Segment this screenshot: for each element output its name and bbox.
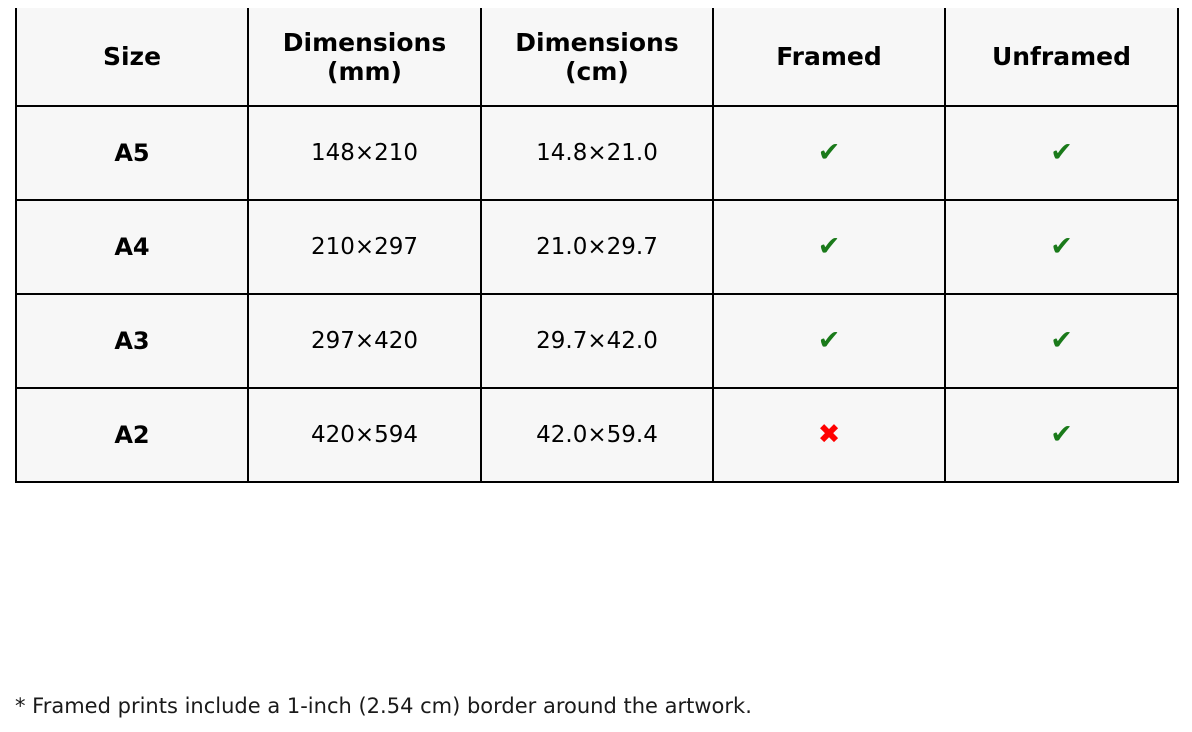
cross-icon: ✖ xyxy=(817,419,841,450)
column-header-mm: Dimensions (mm) xyxy=(247,8,482,107)
print-size-table: Size Dimensions (mm) Dimensions (cm) Fra… xyxy=(15,8,1179,483)
check-icon: ✔ xyxy=(1050,231,1073,262)
cell-dimensions-mm: 148×210 xyxy=(247,106,482,201)
footnote-text: * Framed prints include a 1-inch (2.54 c… xyxy=(15,694,752,718)
cell-dimensions-cm: 21.0×29.7 xyxy=(480,200,714,295)
cell-framed: ✔ xyxy=(712,106,946,201)
column-header-unframed: Unframed xyxy=(944,8,1179,107)
cell-dimensions-cm: 42.0×59.4 xyxy=(480,388,714,483)
cell-unframed: ✔ xyxy=(944,294,1179,389)
column-header-cm: Dimensions (cm) xyxy=(480,8,714,107)
check-icon: ✔ xyxy=(817,231,841,262)
column-header-size: Size xyxy=(15,8,249,107)
table-row: A4 210×297 21.0×29.7 ✔ ✔ xyxy=(15,200,1179,295)
cell-size: A4 xyxy=(15,200,249,295)
cell-size: A2 xyxy=(15,388,249,483)
cell-framed: ✔ xyxy=(712,200,946,295)
table-header-row: Size Dimensions (mm) Dimensions (cm) Fra… xyxy=(15,8,1179,107)
cell-dimensions-mm: 420×594 xyxy=(247,388,482,483)
print-size-table-container: Size Dimensions (mm) Dimensions (cm) Fra… xyxy=(15,8,1179,483)
cell-size: A3 xyxy=(15,294,249,389)
table-row: A2 420×594 42.0×59.4 ✖ ✔ xyxy=(15,388,1179,483)
cell-unframed: ✔ xyxy=(944,200,1179,295)
cell-dimensions-mm: 297×420 xyxy=(247,294,482,389)
cell-framed: ✖ xyxy=(712,388,946,483)
column-header-framed: Framed xyxy=(712,8,946,107)
table-row: A3 297×420 29.7×42.0 ✔ ✔ xyxy=(15,294,1179,389)
cell-unframed: ✔ xyxy=(944,388,1179,483)
cell-framed: ✔ xyxy=(712,294,946,389)
check-icon: ✔ xyxy=(1050,137,1073,168)
cell-dimensions-cm: 29.7×42.0 xyxy=(480,294,714,389)
cell-unframed: ✔ xyxy=(944,106,1179,201)
cell-size: A5 xyxy=(15,106,249,201)
cell-dimensions-cm: 14.8×21.0 xyxy=(480,106,714,201)
check-icon: ✔ xyxy=(817,325,841,356)
table-body: A5 148×210 14.8×21.0 ✔ ✔ A4 210×297 21.0… xyxy=(15,106,1179,483)
check-icon: ✔ xyxy=(817,137,841,168)
check-icon: ✔ xyxy=(1050,419,1073,450)
cell-dimensions-mm: 210×297 xyxy=(247,200,482,295)
table-row: A5 148×210 14.8×21.0 ✔ ✔ xyxy=(15,106,1179,201)
table-header: Size Dimensions (mm) Dimensions (cm) Fra… xyxy=(15,8,1179,107)
check-icon: ✔ xyxy=(1050,325,1073,356)
